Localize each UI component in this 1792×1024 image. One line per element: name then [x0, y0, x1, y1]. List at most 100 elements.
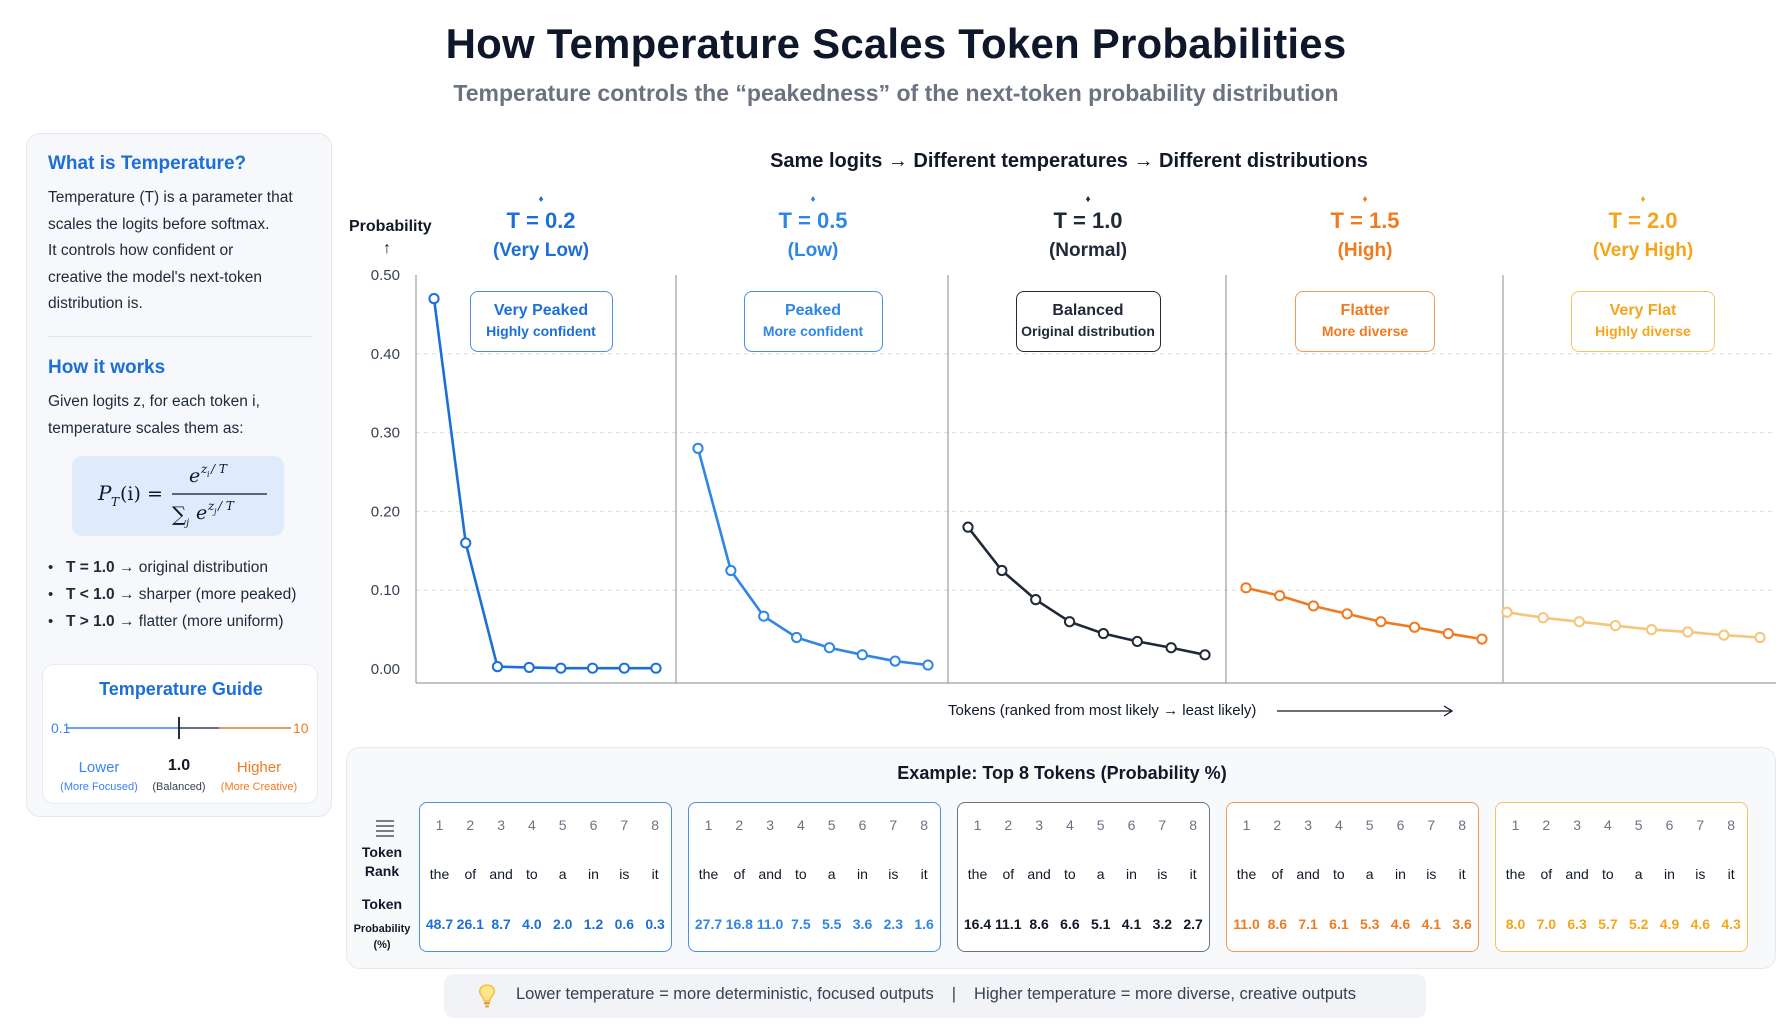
footer-right-text: Higher temperature = more diverse, creat…	[974, 985, 1357, 1003]
probability-cell: 4.0	[522, 916, 542, 932]
token-cell: in	[1664, 866, 1675, 882]
rank-cell: 6	[1396, 817, 1405, 833]
temperature-guide: Temperature Guide 0.1 10 Lower (More Foc…	[42, 664, 318, 804]
data-point	[725, 564, 737, 577]
data-point	[1718, 629, 1730, 641]
token-cell: it	[1458, 866, 1466, 882]
rank-cell: 5	[827, 817, 836, 833]
rank-cell: 4	[1603, 817, 1612, 833]
rank-cell: 3	[1035, 817, 1043, 833]
token-cell: and	[1296, 866, 1320, 882]
token-cell: in	[1395, 866, 1406, 882]
formula-den-sum: ∑	[172, 502, 187, 526]
data-point	[1442, 627, 1454, 640]
token-cell: and	[1565, 866, 1589, 882]
badge-title: Flatter	[1340, 302, 1390, 319]
guide-scale: 0.1 10	[51, 717, 309, 739]
probability-cell: 7.5	[791, 916, 811, 932]
rank-cell: 5	[1634, 817, 1643, 833]
footer-text: Lower temperature = more deterministic, …	[516, 985, 1356, 1004]
token-table: 1 the 8.0 2 of 7.0 3 and 6.3 4 to 5.7 5 a 5.2 6 in 4.9 7 is…	[1495, 802, 1748, 952]
guide-higher-label: Higher	[236, 759, 282, 776]
token-cell: it	[651, 866, 659, 882]
guide-mid-label: 1.0	[167, 757, 191, 774]
rank-cell: 8	[920, 817, 928, 833]
formula-num-e: e	[189, 465, 200, 487]
y-tick-label: 0.50	[371, 267, 400, 284]
rank-cell: 1	[435, 817, 444, 833]
data-point	[1537, 612, 1549, 624]
formula-den-sup-tail: / T	[217, 499, 235, 513]
rank-cell: 7	[1696, 817, 1705, 833]
rank-cell: 1	[1242, 817, 1251, 833]
temperature-value: T = 2.0	[1608, 208, 1678, 233]
data-point	[491, 661, 504, 673]
y-tick-label: 0.40	[371, 346, 400, 363]
data-point	[1097, 627, 1110, 640]
token-cell: of	[1540, 866, 1553, 882]
probability-cell: 8.6	[1267, 916, 1288, 932]
probability-cell: 3.2	[1152, 916, 1173, 932]
data-point	[790, 631, 803, 644]
token-cell: a	[558, 866, 567, 882]
probability-cell: 4.6	[1390, 916, 1411, 932]
row-label-probability: Probability (%)	[353, 923, 411, 951]
data-point	[618, 662, 630, 674]
formula-num-sup: z	[200, 462, 208, 476]
probability-cell: 4.9	[1659, 916, 1680, 932]
token-cell: the	[698, 866, 719, 882]
token-cell: of	[733, 866, 746, 882]
probability-cell: 27.7	[694, 916, 723, 932]
rank-cell: 4	[796, 817, 805, 833]
probability-cell: 5.7	[1598, 916, 1618, 932]
probability-cell: 5.2	[1628, 916, 1649, 932]
data-point	[692, 442, 704, 454]
y-axis-label: Probability	[349, 218, 432, 235]
data-point	[823, 642, 836, 654]
badge-title: Very Peaked	[493, 302, 589, 319]
token-cell: the	[429, 866, 450, 882]
formula-den-sum-sub: j	[184, 518, 189, 529]
data-point	[1165, 642, 1177, 654]
probability-cell: 2.7	[1183, 916, 1203, 932]
temperature-level: (Very High)	[1592, 240, 1694, 261]
token-cell: and	[1027, 866, 1051, 882]
what-line: scales the logits before softmax.	[48, 215, 270, 233]
temperature-header: ♦ T = 2.0 (Very High)	[1523, 194, 1763, 266]
rank-cell: 6	[858, 817, 867, 833]
what-line: distribution is.	[48, 295, 143, 312]
rank-cell: 2	[1542, 817, 1551, 833]
data-point	[962, 521, 974, 533]
formula-den-e: e	[196, 502, 207, 524]
rank-cell: 1	[1511, 817, 1520, 833]
probability-cell: 4.6	[1690, 916, 1711, 932]
data-point	[1341, 608, 1353, 620]
page-title: How Temperature Scales Token Probabiliti…	[445, 20, 1347, 67]
section-divider	[48, 336, 313, 337]
diamond-marker: ♦	[1085, 194, 1091, 205]
data-point	[586, 662, 599, 674]
badge-title: Balanced	[1052, 302, 1124, 319]
formula-den-sup-sub: j	[212, 507, 217, 516]
distribution-badge: Flatter More diverse	[1295, 291, 1435, 352]
rank-cell: 5	[1096, 817, 1105, 833]
what-is-temperature-text: Temperature (T) is a parameter that scal…	[48, 185, 318, 318]
temperature-value: T = 1.0	[1053, 208, 1123, 233]
probability-cell: 5.5	[821, 916, 842, 932]
probability-cell: 2.0	[552, 916, 573, 932]
probability-cell: 6.1	[1329, 916, 1349, 932]
data-point	[1030, 594, 1042, 606]
data-point	[460, 537, 472, 549]
token-cell: to	[795, 866, 807, 882]
guide-higher-sub: (More Creative)	[220, 781, 298, 793]
token-cell: of	[1271, 866, 1284, 882]
token-cell: a	[1634, 866, 1643, 882]
rank-cell: 3	[766, 817, 774, 833]
rank-cell: 7	[889, 817, 898, 833]
token-cell: to	[1064, 866, 1076, 882]
diamond-marker: ♦	[810, 194, 816, 205]
y-tick-label: 0.20	[371, 503, 400, 520]
temperature-value: T = 0.5	[778, 208, 848, 233]
series-line-2.0	[1506, 610, 1761, 639]
probability-cell: 6.3	[1567, 916, 1587, 932]
